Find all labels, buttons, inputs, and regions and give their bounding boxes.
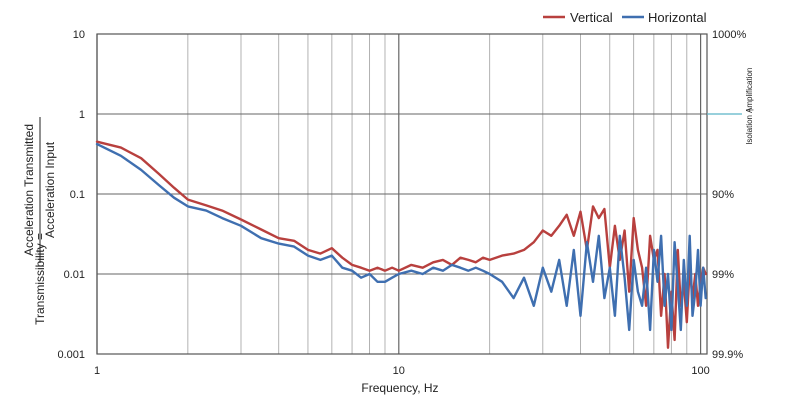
series-lines (95, 140, 707, 349)
y-tick-label: 0.1 (70, 189, 85, 201)
right-annotation: Amplification | Isolation (745, 68, 754, 145)
y-tick-label: 0.01 (64, 269, 85, 281)
y-axis-title-denominator: Acceleration Input (43, 141, 57, 238)
annotation-amplification: Amplification (745, 68, 754, 113)
tick-labels: 1 10 100 10 1 0.1 0.01 0.001 1000% 90% 99% 99.9% (57, 29, 746, 377)
series-line-horizontal (95, 142, 707, 332)
legend-label-horizontal: Horizontal (648, 10, 707, 25)
y-tick-label: 1 (79, 109, 85, 121)
right-tick-label: 90% (712, 189, 734, 201)
y-axis-title-prefix: Transmissibility = (33, 233, 47, 325)
right-tick-label: 1000% (712, 29, 746, 41)
x-axis-title: Frequency, Hz (361, 381, 438, 395)
annotation-isolation: Isolation (745, 115, 754, 145)
right-tick-label: 99.9% (712, 349, 743, 361)
plot-frame (96, 33, 708, 355)
x-tick-label: 100 (691, 365, 709, 377)
annotation-divider: | (745, 109, 754, 111)
y-tick-label: 0.001 (57, 349, 85, 361)
legend: Vertical Horizontal (543, 10, 707, 25)
y-axis-title-numerator: Acceleration Transmitted (22, 124, 36, 256)
right-tick-label: 99% (712, 269, 734, 281)
x-tick-label: 1 (94, 365, 100, 377)
x-tick-label: 10 (393, 365, 405, 377)
y-axis-title: Transmissibility = Acceleration Transmit… (22, 117, 57, 325)
y-tick-label: 10 (73, 29, 85, 41)
legend-label-vertical: Vertical (570, 10, 613, 25)
